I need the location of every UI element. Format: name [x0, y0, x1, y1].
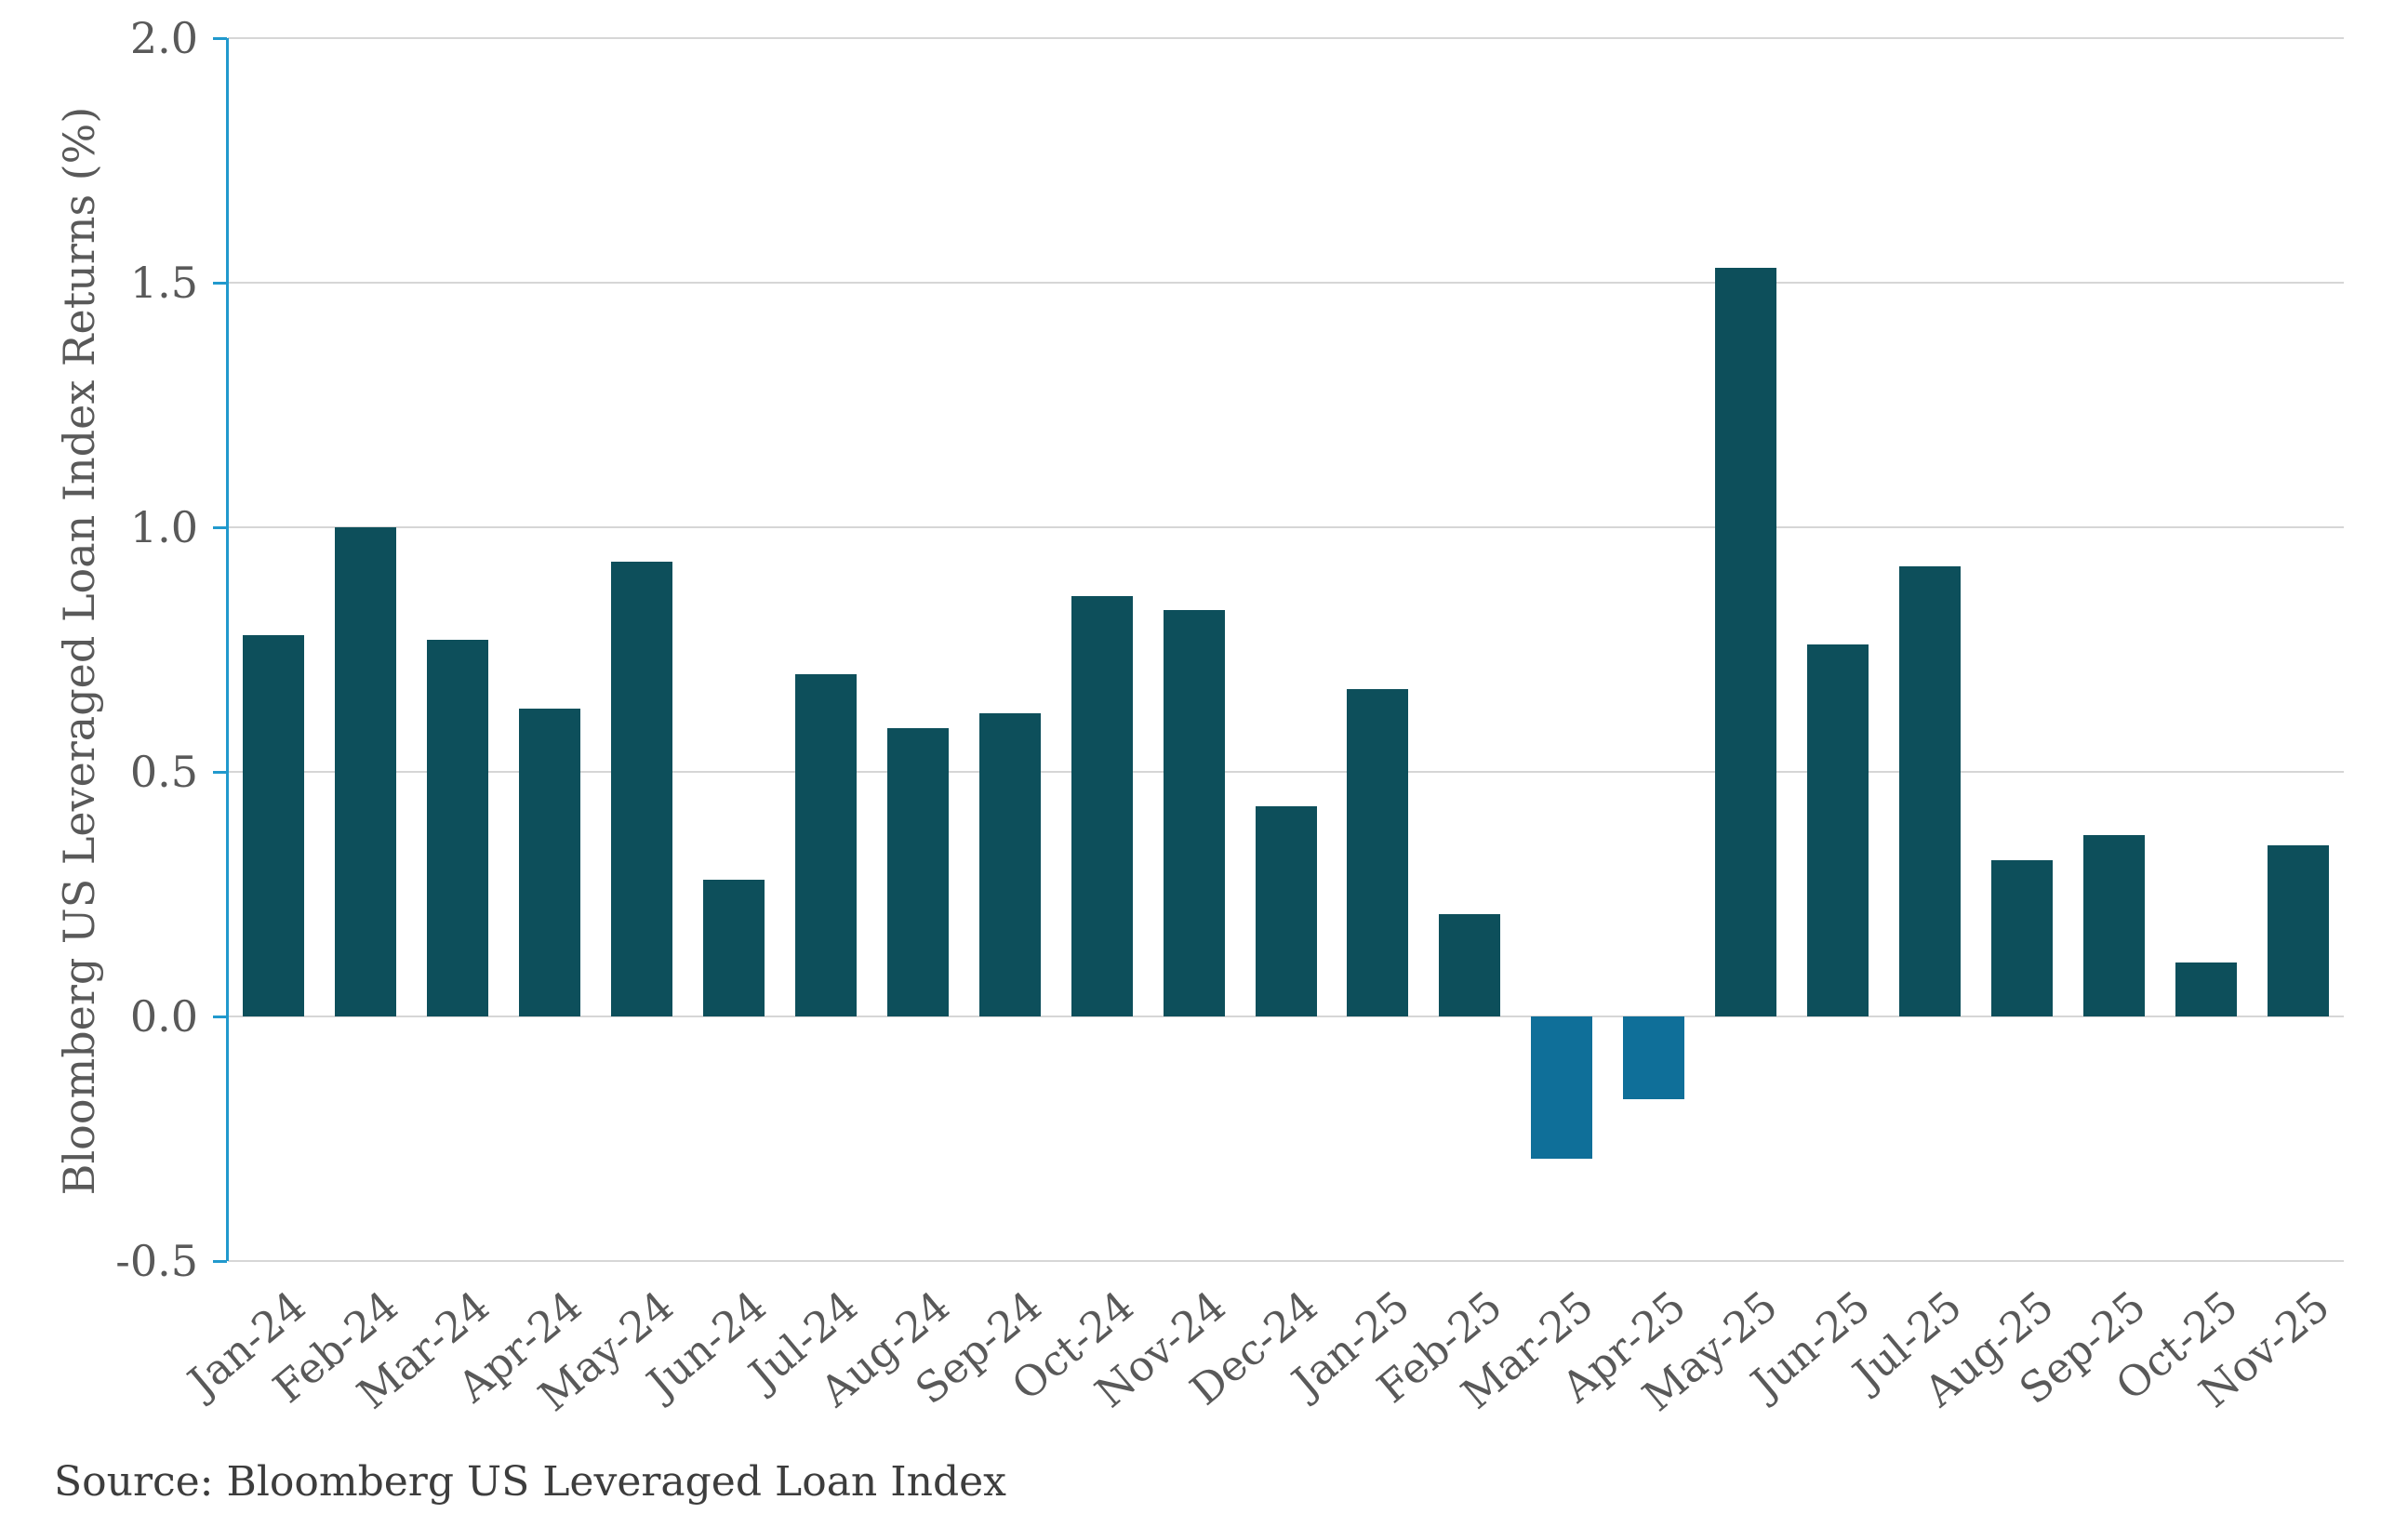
y-tick-label-2: 2.0: [129, 13, 198, 63]
bar-Apr-24: [519, 708, 581, 1016]
gridline-2: [228, 37, 2344, 39]
y-axis-title: Bloomberg US Leveraged Loan Index Return…: [54, 106, 104, 1196]
bar-May-24: [611, 561, 673, 1016]
y-tick-label-0: 0.0: [129, 991, 198, 1042]
bar-Nov-25: [2267, 844, 2329, 1016]
y-tick-mark-1.5: [213, 281, 227, 285]
bar-Jul-25: [1898, 566, 1961, 1016]
bar-Jun-24: [703, 879, 765, 1016]
y-tick-mark-1: [213, 525, 227, 529]
bar-Oct-25: [2175, 962, 2237, 1016]
bar-Oct-24: [1071, 595, 1133, 1016]
bar-Mar-24: [427, 639, 489, 1016]
bar-Sep-24: [978, 712, 1041, 1016]
bar-Jun-25: [1806, 644, 1869, 1016]
bar-Dec-24: [1255, 805, 1317, 1016]
y-tick-mark-0: [213, 1015, 227, 1018]
source-note: Source: Bloomberg US Leveraged Loan Inde…: [54, 1458, 1006, 1506]
y-tick-label-1.5: 1.5: [129, 258, 198, 308]
y-axis-spine: [226, 38, 229, 1261]
y-tick-label--0.5: -0.5: [115, 1236, 198, 1286]
bar-Jan-25: [1347, 688, 1409, 1016]
bar-Feb-25: [1439, 913, 1501, 1016]
bar-May-25: [1715, 268, 1777, 1016]
bar-Aug-25: [1990, 859, 2053, 1016]
y-tick-label-0.5: 0.5: [129, 747, 198, 797]
bar-Mar-25: [1531, 1016, 1593, 1159]
gridline-1: [228, 526, 2344, 528]
y-tick-mark--0.5: [213, 1259, 227, 1263]
bar-Sep-25: [2082, 835, 2145, 1016]
gridline--0.5: [228, 1260, 2344, 1262]
bar-Feb-24: [335, 527, 397, 1016]
bar-Apr-25: [1623, 1016, 1685, 1100]
bar-Jan-24: [243, 634, 305, 1016]
gridline-1.5: [228, 282, 2344, 284]
bar-Nov-24: [1163, 610, 1225, 1016]
bar-Jul-24: [794, 673, 857, 1016]
y-tick-label-1: 1.0: [129, 502, 198, 552]
bar-Aug-24: [886, 727, 949, 1016]
y-tick-mark-2: [213, 36, 227, 40]
y-tick-mark-0.5: [213, 770, 227, 774]
